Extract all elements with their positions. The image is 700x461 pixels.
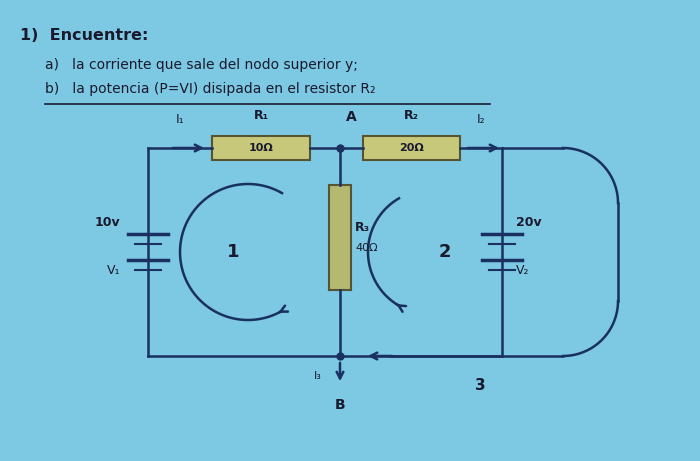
Text: 40Ω: 40Ω: [355, 242, 377, 253]
Text: I₂: I₂: [477, 113, 485, 126]
Text: 20v: 20v: [516, 215, 542, 229]
Text: V₂: V₂: [516, 264, 529, 277]
Text: R₂: R₂: [404, 109, 419, 122]
Text: I₁: I₁: [176, 113, 184, 126]
Text: R₁: R₁: [253, 109, 269, 122]
Text: V₁: V₁: [106, 264, 120, 277]
Text: 2: 2: [439, 243, 452, 261]
Text: B: B: [335, 398, 345, 412]
Text: b)   la potencia (P=VI) disipada en el resistor R₂: b) la potencia (P=VI) disipada en el res…: [45, 82, 375, 96]
FancyBboxPatch shape: [212, 136, 310, 160]
Text: 1: 1: [227, 243, 239, 261]
Text: 10Ω: 10Ω: [248, 143, 274, 153]
FancyBboxPatch shape: [329, 185, 351, 290]
Text: 3: 3: [475, 378, 485, 393]
Text: R₃: R₃: [355, 221, 370, 234]
Text: 20Ω: 20Ω: [399, 143, 424, 153]
Text: A: A: [346, 110, 357, 124]
Text: I₃: I₃: [314, 371, 322, 381]
Text: a)   la corriente que sale del nodo superior y;: a) la corriente que sale del nodo superi…: [45, 58, 358, 72]
Text: 1)  Encuentre:: 1) Encuentre:: [20, 28, 148, 43]
FancyBboxPatch shape: [363, 136, 460, 160]
Text: 10v: 10v: [94, 215, 120, 229]
